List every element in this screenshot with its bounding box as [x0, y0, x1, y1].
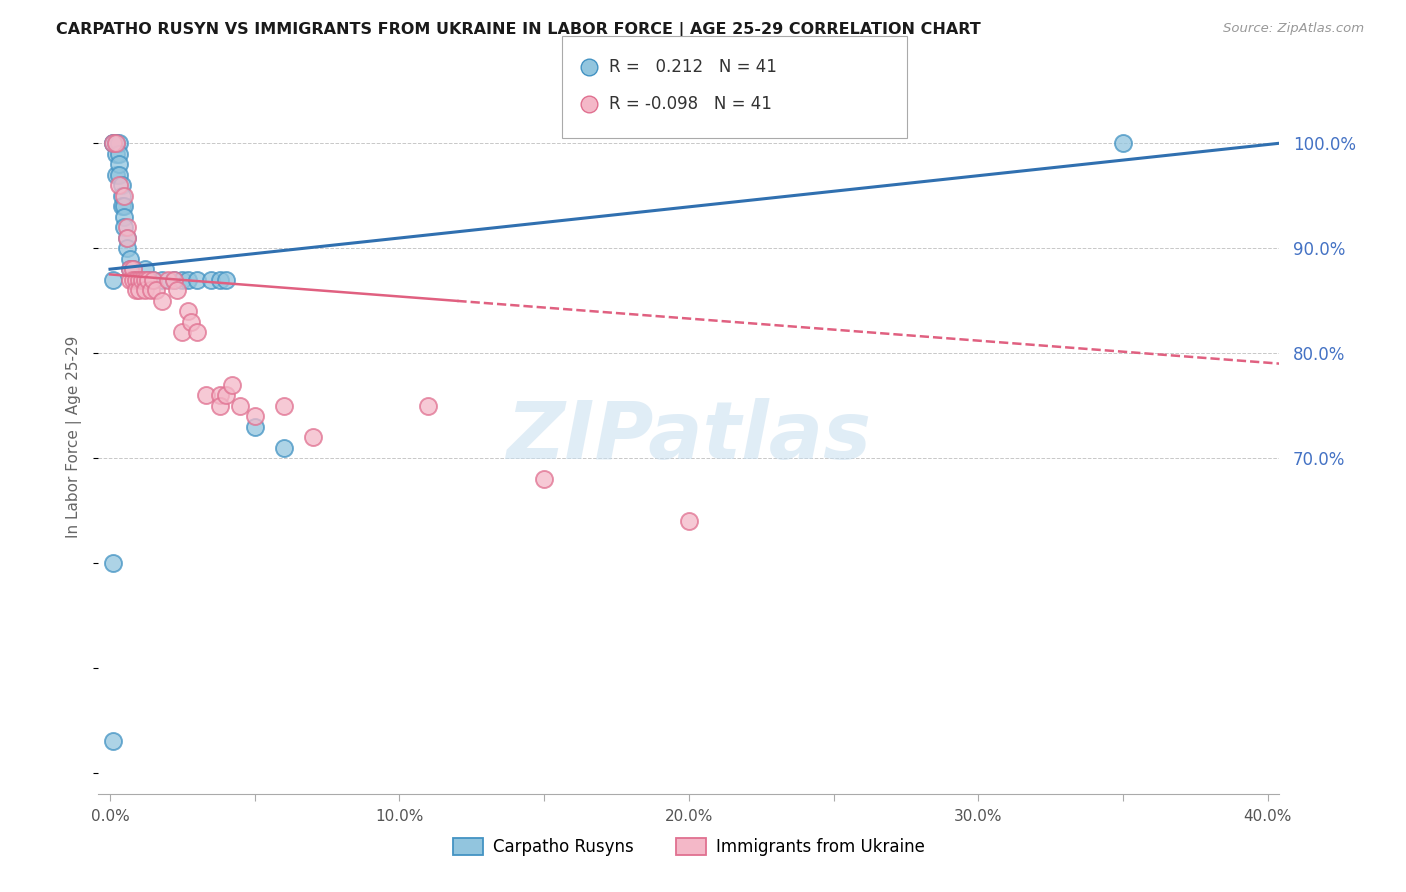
- Point: [122, 273, 145, 287]
- Point: [273, 399, 295, 413]
- Point: [120, 252, 142, 266]
- Point: [142, 273, 165, 287]
- Point: [134, 283, 156, 297]
- Point: [114, 188, 136, 202]
- Point: [186, 273, 208, 287]
- Point: [186, 325, 208, 339]
- Point: [128, 283, 150, 297]
- Point: [110, 188, 132, 202]
- Point: [104, 136, 127, 151]
- Point: [101, 273, 124, 287]
- Point: [139, 283, 162, 297]
- Point: [215, 388, 238, 402]
- Point: [107, 168, 129, 182]
- Text: R = -0.098   N = 41: R = -0.098 N = 41: [609, 95, 772, 113]
- Point: [125, 273, 148, 287]
- Point: [145, 283, 167, 297]
- Point: [163, 273, 186, 287]
- Point: [107, 136, 129, 151]
- Point: [142, 273, 165, 287]
- Point: [229, 399, 252, 413]
- Point: [136, 273, 159, 287]
- Point: [101, 136, 124, 151]
- Point: [120, 273, 142, 287]
- Point: [117, 241, 139, 255]
- Point: [208, 399, 231, 413]
- Point: [117, 230, 139, 244]
- Point: [122, 262, 145, 277]
- Point: [172, 273, 194, 287]
- Point: [125, 283, 148, 297]
- Y-axis label: In Labor Force | Age 25-29: In Labor Force | Age 25-29: [66, 336, 83, 538]
- Point: [128, 273, 150, 287]
- Point: [533, 472, 555, 486]
- Point: [107, 178, 129, 193]
- Point: [114, 220, 136, 235]
- Point: [131, 273, 153, 287]
- Point: [163, 273, 186, 287]
- Point: [243, 409, 266, 423]
- Point: [110, 178, 132, 193]
- Text: R =   0.212   N = 41: R = 0.212 N = 41: [609, 58, 776, 76]
- Point: [1112, 136, 1135, 151]
- Point: [101, 136, 124, 151]
- Point: [150, 293, 173, 308]
- Point: [114, 210, 136, 224]
- Point: [120, 262, 142, 277]
- Point: [418, 399, 440, 413]
- Point: [104, 146, 127, 161]
- Point: [125, 273, 148, 287]
- Point: [172, 325, 194, 339]
- Point: [166, 283, 188, 297]
- Point: [114, 199, 136, 213]
- Point: [110, 199, 132, 213]
- Text: ZIPatlas: ZIPatlas: [506, 398, 872, 476]
- Point: [215, 273, 238, 287]
- Point: [101, 556, 124, 570]
- Legend: Carpatho Rusyns, Immigrants from Ukraine: Carpatho Rusyns, Immigrants from Ukraine: [447, 831, 931, 863]
- Point: [678, 514, 700, 528]
- Point: [243, 419, 266, 434]
- Point: [208, 273, 231, 287]
- Point: [131, 273, 153, 287]
- Point: [117, 230, 139, 244]
- Text: CARPATHO RUSYN VS IMMIGRANTS FROM UKRAINE IN LABOR FORCE | AGE 25-29 CORRELATION: CARPATHO RUSYN VS IMMIGRANTS FROM UKRAIN…: [56, 22, 981, 38]
- Point: [101, 136, 124, 151]
- Point: [194, 388, 217, 402]
- Point: [120, 262, 142, 277]
- Point: [273, 441, 295, 455]
- Point: [221, 377, 243, 392]
- Point: [128, 273, 150, 287]
- Point: [177, 273, 200, 287]
- Point: [117, 220, 139, 235]
- Point: [301, 430, 323, 444]
- Point: [104, 136, 127, 151]
- Point: [101, 734, 124, 748]
- Point: [136, 273, 159, 287]
- Point: [107, 157, 129, 171]
- Point: [122, 262, 145, 277]
- Point: [134, 273, 156, 287]
- Point: [156, 273, 179, 287]
- Point: [180, 315, 202, 329]
- Point: [107, 146, 129, 161]
- Point: [104, 168, 127, 182]
- Point: [177, 304, 200, 318]
- Point: [208, 388, 231, 402]
- Point: [104, 136, 127, 151]
- Point: [134, 262, 156, 277]
- Point: [150, 273, 173, 287]
- Point: [200, 273, 222, 287]
- Text: Source: ZipAtlas.com: Source: ZipAtlas.com: [1223, 22, 1364, 36]
